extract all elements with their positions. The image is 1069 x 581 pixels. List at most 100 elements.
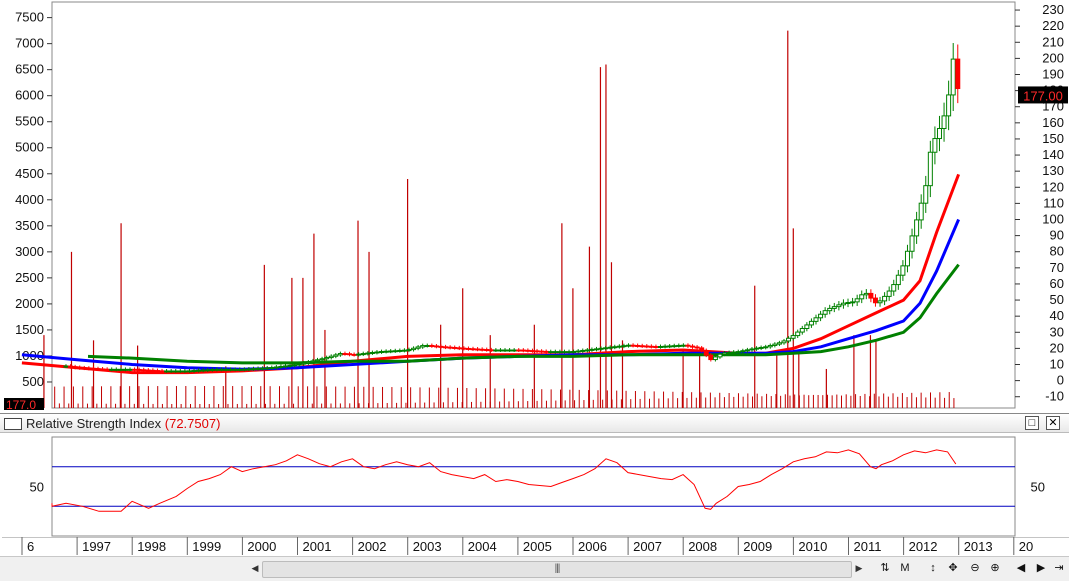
rsi-line	[51, 449, 957, 512]
x-tick-label: 6	[27, 539, 34, 554]
left-tick-label: 5000	[15, 140, 44, 155]
candle-body	[918, 202, 924, 221]
candle-body	[100, 368, 106, 371]
candle-body	[557, 351, 563, 354]
candle-body	[104, 368, 110, 371]
zoom-out-icon[interactable]: ⊖	[970, 562, 980, 574]
x-tick-label: 2008	[688, 539, 717, 554]
right-tick-label: 130	[1042, 163, 1064, 178]
nav-right-icon[interactable]: ▶	[1036, 562, 1046, 574]
end-icon[interactable]: ⇥	[1054, 562, 1064, 574]
candle-body	[630, 344, 636, 347]
candle-body	[379, 351, 385, 354]
nav-left-icon[interactable]: ◀	[1016, 562, 1026, 574]
candle-body	[804, 324, 810, 329]
close-icon[interactable]: ✕	[1046, 416, 1060, 430]
candle-body	[932, 138, 938, 153]
vertical-pan-icon[interactable]: ↕	[930, 562, 936, 574]
candle-body	[808, 320, 814, 326]
candle-body	[337, 353, 343, 356]
move-icon[interactable]: ✥	[948, 562, 958, 574]
candle-body	[351, 353, 357, 356]
price-pane[interactable]: 500 1000 1500 2000 2500 3000 3500 4000 4500 5000 5…	[0, 0, 1069, 412]
candle-body	[845, 302, 851, 305]
rsi-pane[interactable]: 50 50	[0, 413, 1069, 537]
candle-body	[369, 352, 375, 355]
x-axis-labels: 6 1997 1998 1999 2000 2001 2002 2003 2004 2005 200…	[0, 536, 1069, 556]
rsi-chart[interactable]: 50 50	[0, 413, 1069, 537]
candle-body	[443, 346, 449, 349]
x-tick-label: 2011	[854, 539, 882, 554]
candle-body	[86, 367, 92, 370]
left-tick-label: 3500	[15, 218, 44, 233]
candle-body	[347, 353, 353, 356]
left-tick-label: 3000	[15, 244, 44, 259]
candle-body	[232, 368, 238, 371]
horizontal-scrollbar[interactable]: |||	[262, 561, 852, 578]
candle-body	[580, 349, 586, 352]
cycle-icon[interactable]: ⇅	[880, 562, 890, 574]
candle-body	[479, 348, 485, 351]
rsi-frame	[51, 436, 1016, 537]
candle-body	[694, 346, 700, 349]
candle-body	[717, 353, 723, 358]
x-tick-label: 2006	[578, 539, 607, 554]
candle-body	[648, 345, 654, 348]
candle-body	[850, 301, 856, 304]
pane-icon	[4, 418, 22, 430]
left-tick-label: 2500	[15, 270, 44, 285]
candle-body	[136, 368, 142, 371]
scroll-left-icon[interactable]: ◀	[251, 563, 259, 573]
candle-body	[868, 292, 874, 299]
rsi-value: (72.7507)	[164, 416, 221, 431]
mode-m-icon[interactable]: M	[900, 562, 910, 574]
candle-body	[662, 345, 668, 348]
candle-body	[561, 351, 567, 354]
x-tick-label: 2009	[743, 539, 772, 554]
moving-average-line	[21, 173, 961, 375]
scroll-right-icon[interactable]: ▶	[855, 563, 863, 573]
candle-body	[644, 345, 650, 348]
candle-body	[250, 368, 256, 371]
candle-body	[593, 348, 599, 351]
candle-body	[246, 368, 252, 371]
candle-body	[598, 347, 604, 350]
candle-body	[411, 347, 417, 351]
candle-body	[534, 350, 540, 353]
candle-body	[305, 361, 311, 364]
bottom-toolbar: ◀ ||| ▶ ⇅ M ↕ ✥ ⊖ ⊕ ◀ ▶ ⇥	[0, 556, 1069, 581]
candle-body	[795, 331, 801, 337]
candle-body	[946, 94, 952, 117]
candle-body	[680, 344, 686, 347]
candle-body	[484, 349, 490, 352]
candle-body	[122, 368, 128, 371]
candle-body	[836, 304, 842, 308]
rsi-title-text: Relative Strength Index	[26, 416, 162, 431]
candle-body	[392, 350, 398, 353]
candle-body	[548, 351, 554, 354]
candle-body	[159, 370, 165, 373]
candle-body	[90, 367, 96, 370]
moving-average-line	[87, 263, 960, 365]
left-tick-label: 500	[22, 374, 44, 389]
candle-body	[145, 369, 151, 372]
candle-body	[296, 363, 302, 366]
candle-body	[200, 369, 206, 372]
candle-body	[154, 370, 160, 373]
candle-body	[132, 368, 138, 371]
candle-body	[539, 350, 545, 353]
candle-body	[461, 347, 467, 350]
candle-body	[895, 274, 901, 286]
maximize-icon[interactable]: □	[1025, 416, 1039, 430]
price-chart[interactable]: 5001000150020002500300035004000450050005…	[0, 0, 1069, 412]
candle-body	[936, 128, 942, 140]
candle-body	[95, 368, 101, 371]
x-tick-label: 2013	[964, 539, 993, 554]
right-tick-label: 70	[1050, 260, 1064, 275]
candle-body	[877, 300, 883, 304]
candle-body	[685, 344, 691, 347]
zoom-in-icon[interactable]: ⊕	[990, 562, 1000, 574]
right-tick-label: 210	[1042, 34, 1064, 49]
left-tick-label: 4500	[15, 166, 44, 181]
scroll-grip-icon[interactable]: |||	[554, 563, 561, 574]
